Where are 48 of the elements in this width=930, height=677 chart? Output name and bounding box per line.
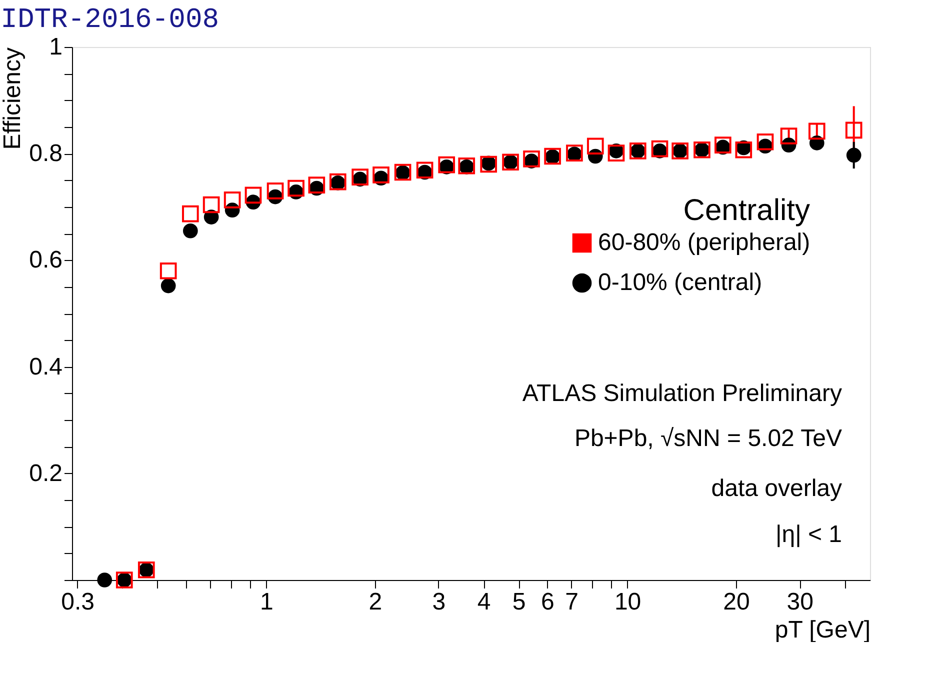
point <box>586 138 604 155</box>
chart-title: IDTR-2016-008 <box>0 5 220 36</box>
x-tick-label: 4 <box>477 588 491 616</box>
legend-title: Centrality <box>683 194 810 227</box>
y-tick-label: 0.6 <box>29 246 62 274</box>
annotation: ATLAS Simulation Preliminary <box>522 380 842 407</box>
y-tick-label: 0.8 <box>29 140 62 168</box>
point <box>416 162 434 179</box>
point <box>182 205 199 222</box>
point <box>651 140 668 158</box>
point <box>182 223 198 238</box>
x-tick-label: 6 <box>540 588 554 616</box>
x-tick-label: 10 <box>614 588 642 616</box>
point <box>160 262 177 280</box>
point <box>523 150 540 168</box>
point <box>288 180 304 197</box>
point <box>266 182 284 200</box>
point <box>160 278 176 294</box>
x-tick-label: 7 <box>565 588 579 616</box>
legend-label: 60-80% (peripheral) <box>598 229 810 256</box>
y-tick-label: 0.4 <box>29 353 62 380</box>
x-tick-label: 2 <box>368 588 382 616</box>
x-tick-label: 20 <box>723 588 750 616</box>
x-tick-label: 1 <box>260 588 274 616</box>
y-axis-title: Efficiency <box>0 48 26 150</box>
annotation: Pb+Pb, √sNN = 5.02 TeV <box>574 425 842 452</box>
annotation: data overlay <box>711 475 842 502</box>
point <box>308 176 326 194</box>
point <box>372 166 390 184</box>
x-tick-label: 5 <box>512 588 526 616</box>
y-tick-label: 1 <box>49 34 62 60</box>
legend-label: 0-10% (central) <box>598 269 762 296</box>
point <box>714 136 732 154</box>
point <box>202 196 220 214</box>
x-tick-label: 3 <box>432 588 446 616</box>
point <box>244 186 262 204</box>
point <box>438 156 456 174</box>
x-tick-label: 30 <box>786 588 814 616</box>
point <box>608 144 625 162</box>
x-tick-label: 0.3 <box>61 588 95 616</box>
point <box>352 168 368 186</box>
point <box>756 133 774 150</box>
point <box>735 141 752 158</box>
point <box>97 572 112 588</box>
y-tick-label: 0.2 <box>29 460 62 487</box>
point <box>224 192 241 208</box>
point <box>780 128 798 144</box>
annotation: |η| < 1 <box>775 521 842 548</box>
